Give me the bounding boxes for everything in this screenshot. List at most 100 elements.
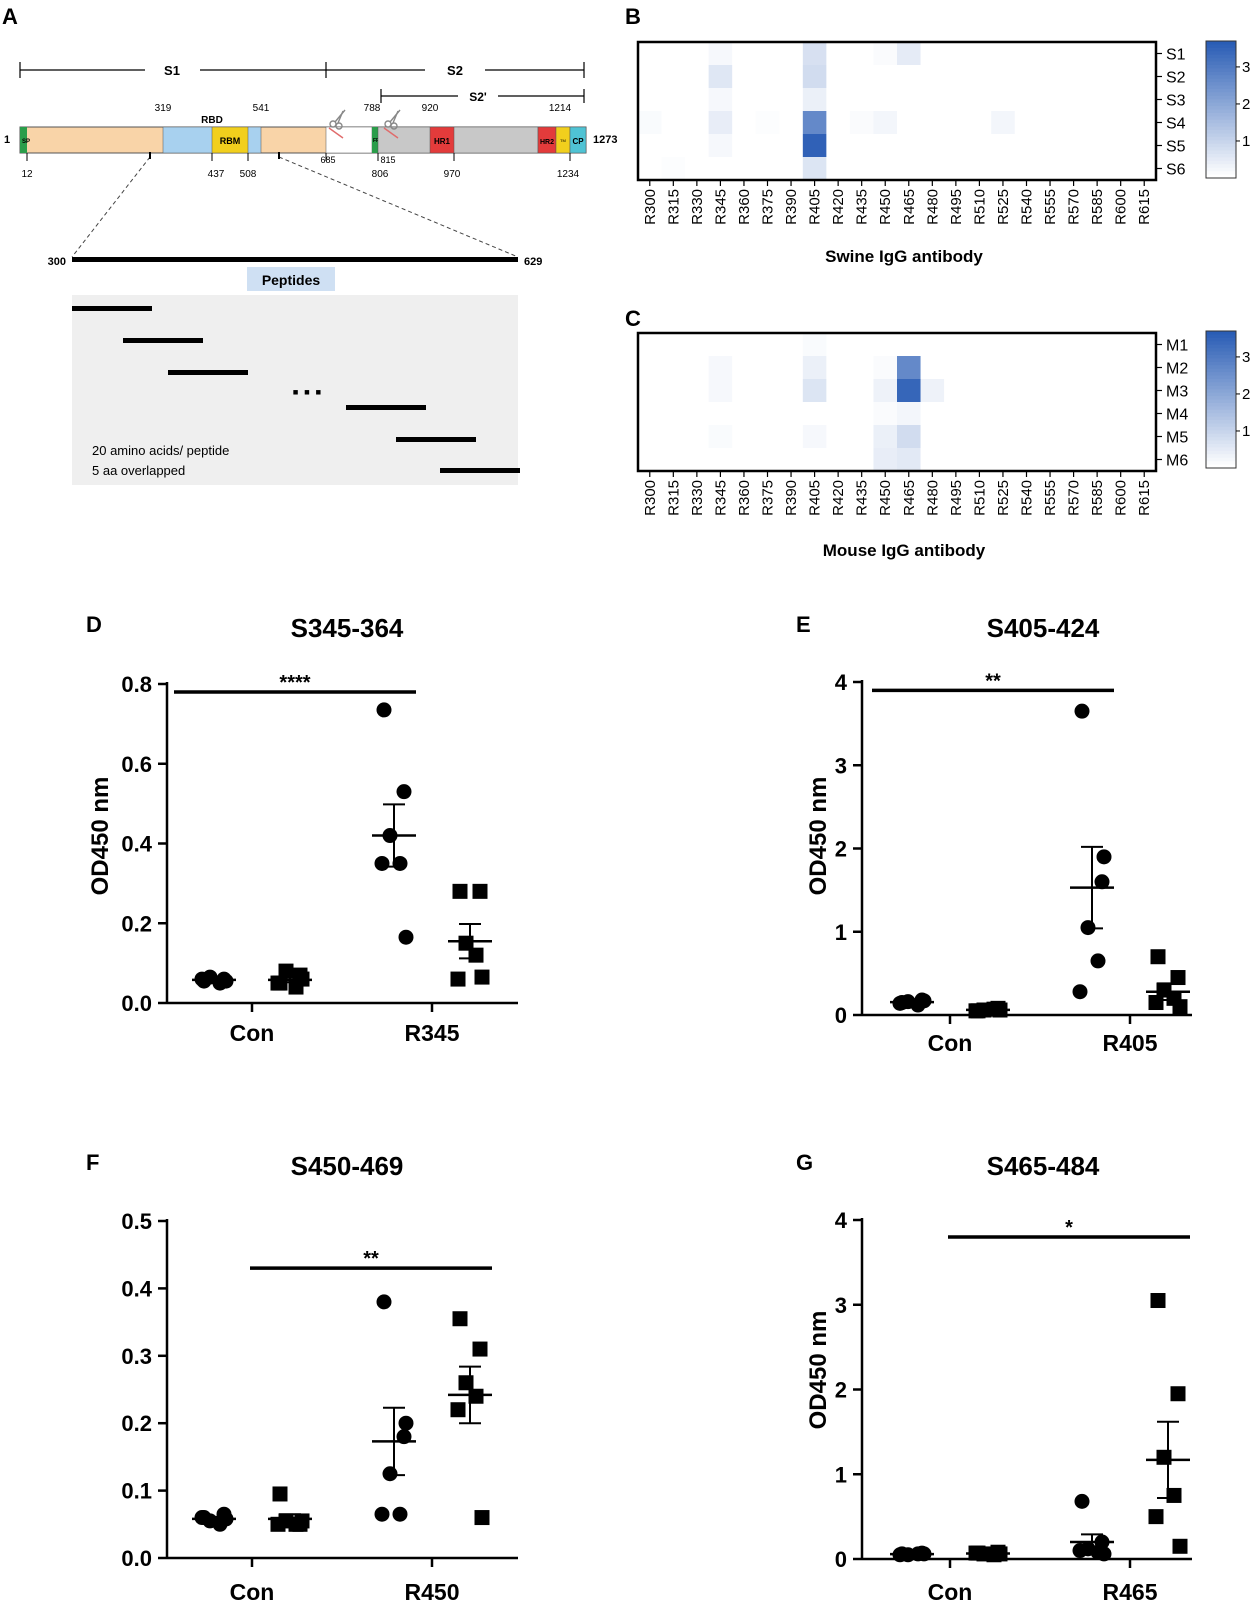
heatmap-col-label: R300 bbox=[642, 189, 659, 225]
colorbar-segment bbox=[1206, 167, 1236, 172]
heatmap-cell bbox=[897, 448, 922, 472]
heatmap-cell bbox=[897, 425, 922, 449]
data-point-square bbox=[474, 969, 490, 985]
colorbar-segment bbox=[1206, 402, 1236, 407]
heatmap-cell bbox=[755, 333, 780, 357]
heatmap-cell bbox=[708, 356, 733, 380]
heatmap-col-label: R555 bbox=[1042, 189, 1059, 225]
panel-letter-a: A bbox=[2, 4, 18, 29]
colorbar-segment bbox=[1206, 351, 1236, 356]
panel-e: E S405-424 OD450 nm 0 1 2 3 4 Con R405 ** bbox=[796, 612, 1192, 1056]
heatmap-cell bbox=[849, 111, 874, 135]
heatmap-cell bbox=[661, 379, 686, 403]
heatmap-cell bbox=[1038, 65, 1063, 89]
heatmap-col-label: R420 bbox=[830, 480, 847, 516]
ellipsis: ▪ ▪ ▪ bbox=[292, 382, 321, 402]
zoom-line-left bbox=[71, 156, 151, 258]
peptides-label-bg bbox=[247, 267, 335, 291]
heatmap-row-label: S5 bbox=[1166, 139, 1186, 156]
colorbar-segment bbox=[1206, 126, 1236, 131]
chart-d-title: S345-364 bbox=[291, 613, 404, 643]
heatmap-col-label: R375 bbox=[760, 189, 777, 225]
heatmap-cell bbox=[685, 448, 710, 472]
heatmap-cell bbox=[897, 157, 922, 181]
heatmap-cell bbox=[897, 88, 922, 112]
significance-label: ** bbox=[985, 670, 1001, 692]
data-point-square bbox=[472, 1341, 488, 1357]
heatmap-cell bbox=[967, 425, 992, 449]
heatmap-cell bbox=[661, 111, 686, 135]
heatmap-col-label: R540 bbox=[1019, 189, 1036, 225]
heatmap-cell bbox=[1038, 42, 1063, 66]
colorbar-segment bbox=[1206, 160, 1236, 165]
colorbar-segment bbox=[1206, 123, 1236, 128]
range-end: 629 bbox=[524, 256, 542, 268]
significance-label: * bbox=[1065, 1217, 1073, 1239]
data-point-circle bbox=[374, 1506, 390, 1522]
peptide-segment bbox=[346, 405, 426, 410]
colorbar-segment bbox=[1206, 454, 1236, 459]
colorbar-tick-label: 2 bbox=[1242, 96, 1250, 113]
colorbar-segment bbox=[1206, 385, 1236, 390]
colorbar-tick-label: 3 bbox=[1242, 349, 1250, 366]
heatmap-cell bbox=[967, 402, 992, 426]
heatmap-cell bbox=[991, 65, 1016, 89]
heatmap-col-label: R495 bbox=[948, 480, 965, 516]
heatmap-cell bbox=[873, 333, 898, 357]
colorbar-segment bbox=[1206, 136, 1236, 141]
heatmap-cell bbox=[897, 333, 922, 357]
colorbar-segment bbox=[1206, 389, 1236, 394]
heatmap-cell bbox=[802, 88, 827, 112]
heatmap-col-label: R390 bbox=[783, 480, 800, 516]
colorbar-segment bbox=[1206, 416, 1236, 421]
heatmap-col-label: R360 bbox=[736, 189, 753, 225]
heatmap-cell bbox=[1108, 333, 1133, 357]
heatmap-cell bbox=[708, 448, 733, 472]
heatmap-cell bbox=[920, 402, 945, 426]
heatmap-row-label: M3 bbox=[1166, 384, 1188, 401]
heatmap-col-label: R555 bbox=[1042, 480, 1059, 516]
heatmap-col-label: R525 bbox=[995, 189, 1012, 225]
y-tick-label: 1 bbox=[835, 1462, 847, 1487]
heatmap-cell bbox=[779, 402, 804, 426]
data-point-circle bbox=[1096, 849, 1112, 865]
heatmap-cell bbox=[944, 111, 969, 135]
heatmap-cell bbox=[755, 402, 780, 426]
pos-920: 920 bbox=[422, 103, 439, 114]
data-point-square bbox=[278, 963, 294, 979]
heatmap-col-label: R465 bbox=[901, 189, 918, 225]
heatmap-cell bbox=[1014, 379, 1039, 403]
heatmap-cell bbox=[849, 88, 874, 112]
heatmap-cell bbox=[1085, 379, 1110, 403]
heatmap-col-label: R570 bbox=[1066, 189, 1083, 225]
heatmap-col-label: R345 bbox=[712, 189, 729, 225]
pos-437: 437 bbox=[208, 169, 225, 180]
scatter-f: 0.0 0.1 0.2 0.3 0.4 0.5 Con R450 ** bbox=[121, 1209, 518, 1600]
heatmap-col-label: R345 bbox=[712, 480, 729, 516]
heatmap-row-label: M6 bbox=[1166, 453, 1188, 470]
colorbar-segment bbox=[1206, 375, 1236, 380]
panel-f: F S450-469 0.0 0.1 0.2 0.3 0.4 0.5 Con R450 ** bbox=[86, 1150, 518, 1600]
heatmap-cell bbox=[1061, 379, 1086, 403]
heatmap-cell bbox=[779, 333, 804, 357]
significance-label: ** bbox=[363, 1248, 379, 1270]
x-tick-label: R450 bbox=[405, 1579, 460, 1600]
heatmap-cell bbox=[685, 333, 710, 357]
heatmap-cell bbox=[1132, 333, 1157, 357]
heatmap-col-label: R600 bbox=[1113, 480, 1130, 516]
peptides-box bbox=[72, 295, 518, 485]
panel-g: G S465-484 OD450 nm 0 1 2 3 4 Con R465 * bbox=[796, 1150, 1192, 1600]
heatmap-cell bbox=[1108, 425, 1133, 449]
heatmap-cell bbox=[944, 402, 969, 426]
cp-domain bbox=[569, 126, 587, 154]
zoom-line-right bbox=[278, 156, 519, 258]
pos-685: 685 bbox=[320, 155, 335, 165]
data-point-circle bbox=[396, 784, 412, 800]
colorbar-segment bbox=[1206, 68, 1236, 73]
data-point-square bbox=[1150, 949, 1166, 965]
colorbar-segment bbox=[1206, 44, 1236, 49]
data-point-square bbox=[452, 1311, 468, 1327]
heatmap-cell bbox=[826, 333, 851, 357]
colorbar-segment bbox=[1206, 461, 1236, 466]
heatmap-cell bbox=[1014, 448, 1039, 472]
